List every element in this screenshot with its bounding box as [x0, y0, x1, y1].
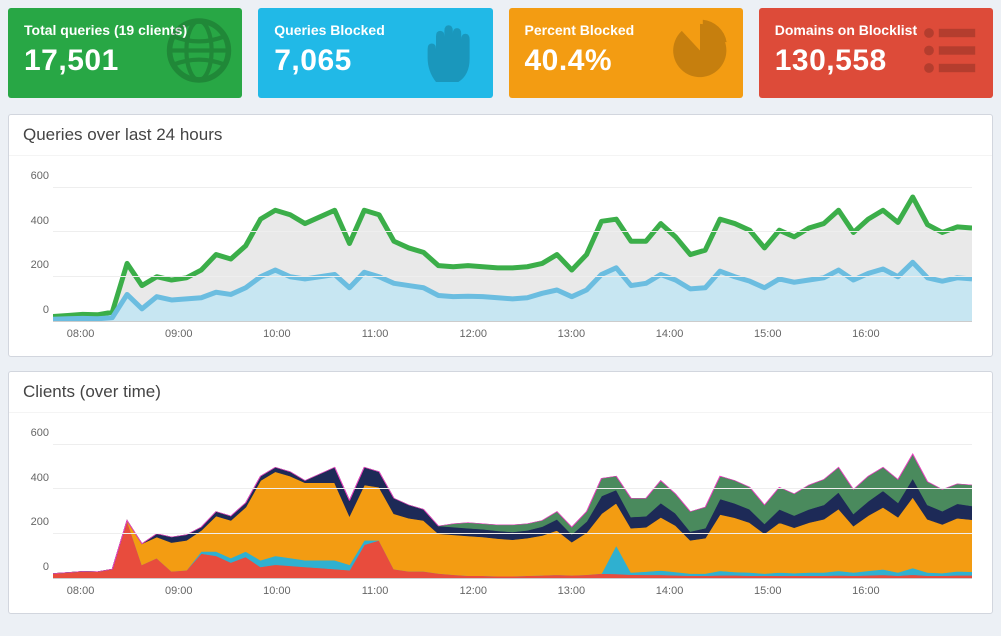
plot-area	[53, 166, 972, 322]
x-tick: 11:00	[362, 585, 389, 597]
queries-24h-chart: 0 200 400 600 08:00 09:00 10:00 11:00 12:00 13:00…	[19, 166, 978, 346]
x-tick: 08:00	[67, 328, 95, 340]
queries-24h-panel: Queries over last 24 hours 0 200 400 600 08:…	[8, 114, 993, 357]
card-total[interactable]: Total queries (19 clients) 17,501	[8, 8, 242, 98]
clients-panel: Clients (over time) 0 200 400 600 08:00 09:00…	[8, 371, 993, 614]
y-tick: 400	[31, 472, 49, 484]
y-tick: 200	[31, 259, 49, 271]
x-tick: 12:00	[459, 585, 487, 597]
x-tick: 15:00	[754, 328, 782, 340]
y-tick: 400	[31, 215, 49, 227]
plot-area	[53, 423, 972, 579]
x-axis: 08:00 09:00 10:00 11:00 12:00 13:00 14:00 15:00…	[53, 583, 972, 603]
queries-24h-title: Queries over last 24 hours	[9, 115, 992, 156]
x-tick: 14:00	[656, 585, 684, 597]
x-tick: 16:00	[852, 328, 880, 340]
y-tick: 0	[43, 304, 49, 316]
x-tick: 11:00	[362, 328, 389, 340]
y-tick: 600	[31, 427, 49, 439]
x-tick: 10:00	[263, 585, 291, 597]
list-icon	[915, 16, 985, 91]
x-tick: 12:00	[459, 328, 487, 340]
hand-icon	[415, 16, 485, 91]
card-percent[interactable]: Percent Blocked 40.4%	[509, 8, 743, 98]
y-axis: 0 200 400 600	[19, 423, 53, 579]
x-tick: 09:00	[165, 328, 193, 340]
card-blocked[interactable]: Queries Blocked 7,065	[258, 8, 492, 98]
clients-chart: 0 200 400 600 08:00 09:00 10:00 11:00 12:00 13:00…	[19, 423, 978, 603]
globe-icon	[164, 16, 234, 91]
y-axis: 0 200 400 600	[19, 166, 53, 322]
pie-icon	[665, 16, 735, 91]
x-tick: 13:00	[558, 585, 586, 597]
x-tick: 15:00	[754, 585, 782, 597]
x-axis: 08:00 09:00 10:00 11:00 12:00 13:00 14:00 15:00…	[53, 326, 972, 346]
x-tick: 13:00	[558, 328, 586, 340]
x-tick: 09:00	[165, 585, 193, 597]
y-tick: 600	[31, 170, 49, 182]
y-tick: 0	[43, 561, 49, 573]
x-tick: 14:00	[656, 328, 684, 340]
x-tick: 10:00	[263, 328, 291, 340]
card-domains[interactable]: Domains on Blocklist 130,558	[759, 8, 993, 98]
summary-cards: Total queries (19 clients) 17,501 Querie…	[8, 8, 993, 98]
x-tick: 08:00	[67, 585, 95, 597]
x-tick: 16:00	[852, 585, 880, 597]
clients-title: Clients (over time)	[9, 372, 992, 413]
y-tick: 200	[31, 516, 49, 528]
